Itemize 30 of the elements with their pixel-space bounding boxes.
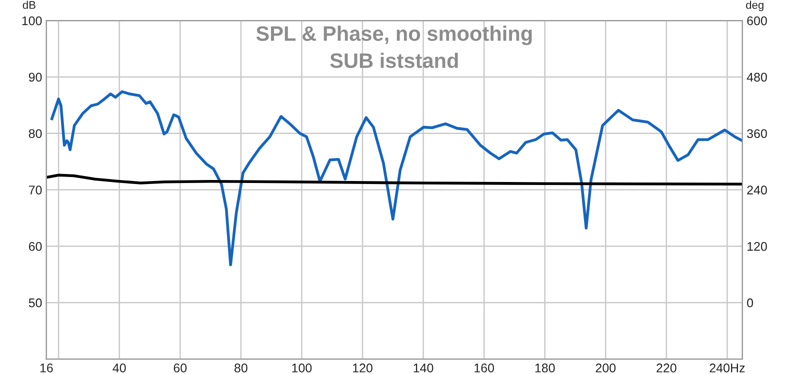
- y-tick-label: 50: [28, 298, 42, 308]
- y-tick-label: 100: [22, 16, 42, 26]
- y-tick-label: 90: [28, 72, 42, 82]
- x-tick-label: 80: [234, 364, 248, 372]
- line-series: [46, 174, 742, 186]
- text: SUB iststand: [330, 52, 458, 68]
- y2-tick-label: 600: [747, 16, 767, 26]
- x-tick-label: 240Hz: [710, 364, 745, 372]
- x-tick-label: 160: [474, 364, 494, 372]
- y-tick-label: 80: [28, 129, 42, 138]
- line-series: [50, 90, 742, 266]
- x-tick-label: 16: [40, 364, 53, 372]
- x-tick-label: 200: [596, 364, 616, 372]
- y-tick-label: 70: [28, 186, 42, 194]
- y-axis-title: dB: [22, 0, 36, 9]
- y2-axis-title: deg: [746, 0, 764, 12]
- y2-tick-label: 120: [748, 242, 767, 251]
- y-tick-label: 60: [28, 242, 42, 251]
- y2-tick-label: 480: [746, 72, 767, 82]
- y2-tick-label: 240: [747, 186, 767, 194]
- x-tick-label: 220: [656, 364, 676, 372]
- x-tick-label: 140: [414, 364, 434, 372]
- x-tick-label: 120: [353, 364, 372, 372]
- y2-tick-label: 360: [747, 129, 767, 138]
- x-tick-label: 180: [535, 364, 555, 372]
- chart-title: SPL & Phase, no smoothing: [256, 26, 532, 46]
- x-tick-label: 100: [292, 364, 312, 372]
- x-tick-label: 60: [174, 364, 187, 372]
- y2-tick-label: 0: [747, 298, 754, 308]
- x-tick-label: 40: [112, 364, 126, 372]
